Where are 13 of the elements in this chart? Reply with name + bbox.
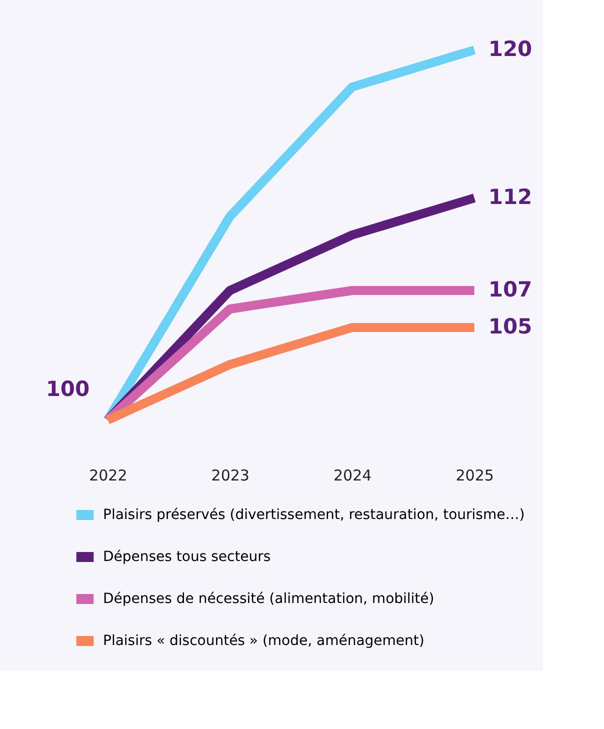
legend-label: Dépenses de nécessité (alimentation, mobilité) [103, 591, 434, 607]
x-tick-label: 2024 [334, 466, 372, 484]
legend-label: Dépenses tous secteurs [103, 549, 271, 565]
x-tick-label: 2025 [456, 466, 494, 484]
data-label: 120 [488, 37, 532, 61]
x-tick-label: 2023 [211, 466, 250, 484]
x-tick-label: 2022 [89, 466, 128, 484]
legend-label: Plaisirs préservés (divertissement, restauration, tourisme…) [103, 507, 525, 523]
legend-label: Plaisirs « discountés » (mode, aménagement) [103, 633, 424, 649]
data-label: 100 [46, 377, 90, 401]
data-label: 112 [488, 185, 532, 209]
data-label: 107 [488, 278, 532, 302]
data-label: 105 [488, 314, 532, 338]
